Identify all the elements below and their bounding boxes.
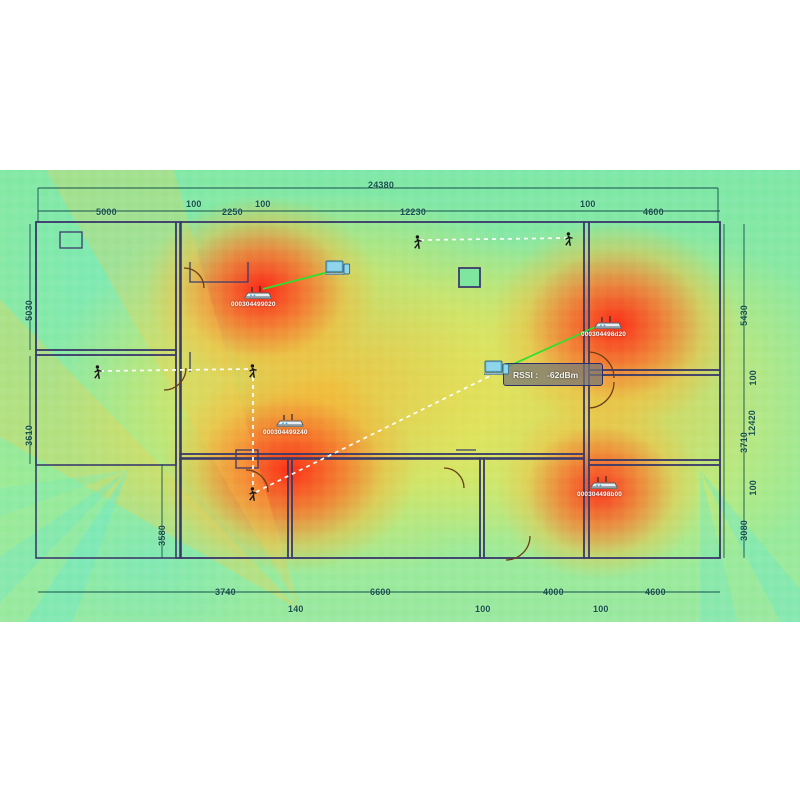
access-point-ap-3[interactable]: [275, 412, 305, 433]
walking-person-icon: [92, 365, 103, 384]
dim-bottom-seg-2: 6600: [370, 587, 391, 597]
heatmap-pixelation-layer: [0, 170, 800, 622]
dim-bottom-seg-3: 100: [475, 604, 491, 614]
dim-top-seg-5: 100: [580, 199, 596, 209]
dim-left-seg-0: 5030: [24, 300, 34, 321]
access-point-label: 000304498b00: [577, 491, 622, 498]
dim-top-seg-3: 100: [255, 199, 271, 209]
signal-heatmap: [0, 170, 800, 622]
wifi-router-icon: [275, 414, 305, 432]
dim-right-seg-3: 100: [748, 480, 758, 496]
dim-top-seg-0: 5000: [96, 207, 117, 217]
wifi-router-icon: [593, 316, 623, 334]
dim-right-seg-0: 5430: [739, 305, 749, 326]
rssi-tooltip[interactable]: RSSI : -62dBm: [503, 363, 603, 386]
access-point-ap-1[interactable]: [243, 284, 273, 305]
pedestrian-marker: [563, 232, 574, 252]
dim-top-overall: 24380: [368, 180, 395, 190]
dim-bottom-seg-4: 4000: [543, 587, 564, 597]
pedestrian-marker: [247, 487, 258, 507]
dim-left-seg-1: 3610: [24, 425, 34, 446]
wifi-router-icon: [243, 286, 273, 304]
laptop-icon: [324, 260, 351, 281]
dim-left-seg-2: 3580: [157, 525, 167, 546]
dim-top-seg-1: 100: [186, 199, 202, 209]
pedestrian-marker: [412, 235, 423, 255]
walking-person-icon: [412, 235, 423, 254]
pedestrian-marker: [247, 364, 258, 384]
client-device-client-1[interactable]: [324, 259, 351, 282]
access-point-label: 000304499020: [231, 301, 276, 308]
access-point-ap-4[interactable]: [589, 474, 619, 495]
dim-right-seg-4: 3080: [739, 520, 749, 541]
wifi-router-icon: [589, 476, 619, 494]
access-point-ap-2[interactable]: [593, 314, 623, 335]
dim-bottom-seg-0: 3740: [215, 587, 236, 597]
dim-top-seg-6: 4600: [643, 207, 664, 217]
dim-right-seg-1: 100: [748, 370, 758, 386]
dim-right-seg-2: 3710: [739, 432, 749, 453]
pedestrian-marker: [92, 365, 103, 385]
walking-person-icon: [563, 232, 574, 251]
dim-top-seg-2: 2250: [222, 207, 243, 217]
rssi-tooltip-label: RSSI :: [513, 369, 539, 380]
access-point-label: 000304498d20: [581, 331, 626, 338]
rssi-tooltip-value: -62dBm: [547, 369, 579, 380]
walking-person-icon: [247, 364, 258, 383]
dim-bottom-seg-5: 100: [593, 604, 609, 614]
dim-top-seg-4: 12230: [400, 207, 427, 217]
walking-person-icon: [247, 487, 258, 506]
client-device-client-2[interactable]: [483, 359, 510, 382]
dim-bottom-seg-1: 140: [288, 604, 304, 614]
access-point-label: 000304499240: [263, 429, 308, 436]
dim-bottom-seg-6: 4600: [645, 587, 666, 597]
laptop-icon: [483, 360, 510, 381]
